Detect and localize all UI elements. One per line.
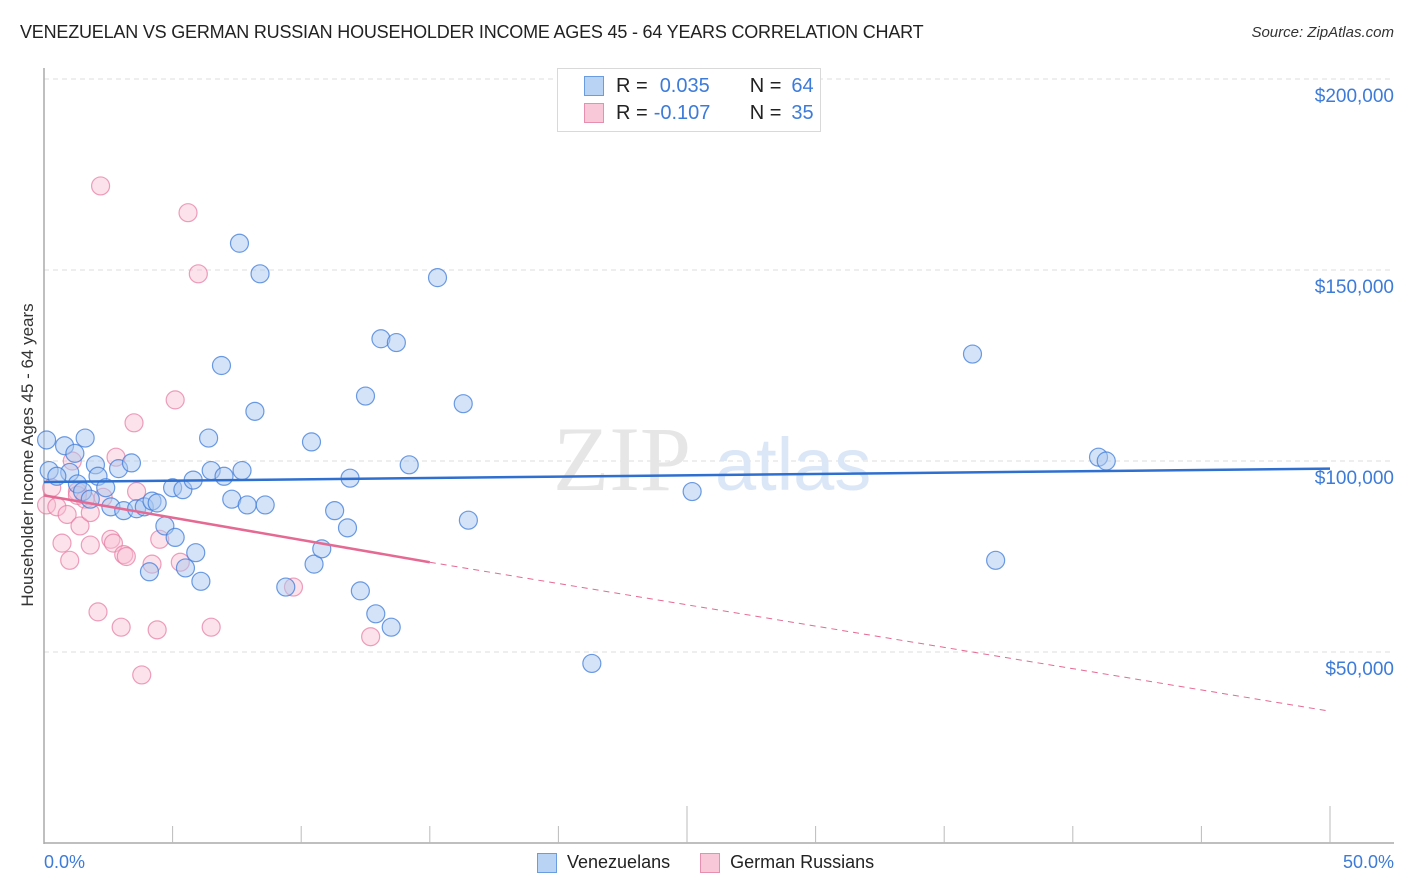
legend-label: Venezuelans — [567, 852, 671, 872]
data-point — [458, 510, 478, 530]
data-point — [186, 543, 206, 563]
data-point — [175, 558, 196, 578]
data-point — [147, 493, 167, 513]
venezuelans-points — [36, 233, 1116, 674]
r-label: R = — [616, 101, 648, 124]
legend-row-venezuelans: R = 0.035 N = 64 — [584, 73, 814, 99]
data-point — [366, 604, 386, 624]
data-point — [75, 428, 95, 448]
watermark: ZIP atlas — [553, 408, 871, 510]
legend-item-german-russians[interactable]: German Russians — [700, 852, 874, 873]
y-tick-150000: $150,000 — [1314, 277, 1394, 298]
watermark-atlas: atlas — [715, 423, 871, 506]
n-value: 35 — [791, 101, 814, 124]
series-legend: Venezuelans German Russians — [537, 852, 904, 873]
data-point — [381, 617, 401, 637]
n-label: N = — [749, 101, 782, 124]
chart-title: VENEZUELAN VS GERMAN RUSSIAN HOUSEHOLDER… — [20, 22, 924, 42]
data-point — [361, 627, 381, 647]
data-point — [211, 355, 232, 376]
data-point — [60, 550, 80, 570]
y-axis-label: Householder Income Ages 45 - 64 years — [18, 303, 37, 607]
legend-item-venezuelans[interactable]: Venezuelans — [537, 852, 670, 873]
gridlines — [44, 78, 1394, 653]
r-label: R = — [616, 74, 648, 97]
blue-swatch-icon — [584, 76, 604, 96]
data-point — [188, 264, 208, 284]
data-point — [250, 264, 270, 284]
data-point — [214, 466, 234, 486]
data-point — [191, 571, 211, 591]
data-point — [350, 581, 370, 601]
data-point — [65, 443, 85, 463]
german-russians-trend-extension — [429, 561, 1331, 712]
x-tick-min: 0.0% — [44, 852, 86, 872]
legend-row-german-russians: R = -0.107 N = 35 — [584, 100, 814, 126]
blue-swatch-icon — [537, 852, 557, 873]
data-point — [245, 401, 265, 421]
data-point — [111, 617, 131, 637]
data-point — [80, 535, 100, 555]
data-point — [229, 233, 250, 253]
pink-swatch-icon — [584, 103, 604, 123]
data-point — [57, 504, 77, 525]
data-point — [165, 390, 185, 410]
data-point — [132, 665, 152, 685]
data-point — [1096, 451, 1116, 471]
data-point — [582, 653, 602, 674]
r-value: 0.035 — [659, 74, 710, 97]
data-point — [165, 527, 185, 548]
data-point — [986, 550, 1006, 570]
legend-label: German Russians — [730, 852, 875, 872]
y-tick-200000: $200,000 — [1314, 86, 1394, 107]
data-point — [96, 478, 116, 498]
correlation-legend: R = 0.035 N = 64 R = -0.107 N = 35 — [557, 68, 821, 132]
data-point — [88, 602, 108, 622]
y-tick-50000: $50,000 — [1325, 659, 1394, 680]
data-point — [255, 495, 275, 515]
data-point — [304, 554, 324, 574]
n-value: 64 — [791, 74, 814, 97]
data-point — [90, 176, 111, 196]
data-point — [386, 332, 406, 353]
data-point — [36, 430, 57, 450]
data-point — [237, 495, 257, 515]
data-point — [962, 344, 983, 364]
data-point — [178, 203, 198, 223]
n-label: N = — [749, 74, 782, 97]
data-point — [399, 455, 419, 475]
x-tick-max: 50.0% — [1342, 852, 1394, 872]
data-point — [199, 428, 219, 448]
data-point — [337, 518, 358, 538]
data-point — [121, 453, 142, 473]
data-point — [70, 516, 90, 536]
data-point — [427, 268, 448, 288]
data-point — [116, 546, 136, 567]
axes — [43, 68, 1394, 844]
german-russians-trend-line — [43, 494, 431, 564]
data-point — [453, 394, 473, 414]
source-label: Source: ZipAtlas.com — [1251, 24, 1394, 41]
data-point — [139, 562, 160, 582]
data-point — [325, 501, 345, 521]
r-value: -0.107 — [653, 101, 711, 124]
data-point — [301, 432, 322, 452]
data-point — [682, 481, 702, 502]
venezuelans-trend-line — [43, 467, 1331, 484]
data-point — [147, 620, 167, 640]
data-point — [52, 533, 72, 553]
data-point — [124, 413, 144, 433]
trend-lines — [43, 467, 1331, 712]
data-point — [232, 460, 252, 481]
pink-swatch-icon — [700, 852, 721, 873]
data-point — [201, 617, 221, 637]
watermark-zip: ZIP — [553, 408, 691, 510]
data-point — [276, 577, 296, 597]
y-tick-100000: $100,000 — [1314, 468, 1394, 489]
data-point — [355, 386, 376, 406]
